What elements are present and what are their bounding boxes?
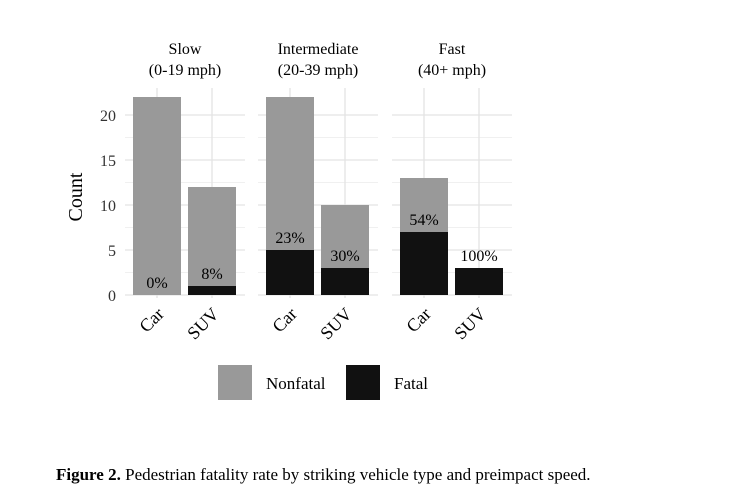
facet-panel-1: Slow (0-19 mph) 0% Car 8% SUV bbox=[125, 41, 245, 343]
percent-label: 23% bbox=[275, 230, 304, 247]
bar-fatal-car bbox=[400, 232, 448, 295]
facet-title-line2: (0-19 mph) bbox=[149, 62, 221, 79]
chart-panels: Slow (0-19 mph) 0% Car 8% SUV Intermediate (20-… bbox=[125, 41, 512, 343]
legend-swatch-fatal bbox=[346, 365, 380, 400]
x-tick-label-suv: SUV bbox=[316, 304, 356, 344]
y-axis: 0 5 10 15 20 bbox=[100, 108, 116, 305]
caption-text: Pedestrian fatality rate by striking veh… bbox=[120, 465, 591, 484]
y-tick-label: 0 bbox=[108, 288, 116, 305]
legend-label-fatal: Fatal bbox=[394, 374, 428, 393]
facet-title-line1: Slow bbox=[169, 41, 202, 58]
facet-panel-2: Intermediate (20-39 mph) 23% Car 30% SUV bbox=[258, 41, 378, 343]
percent-label: 30% bbox=[330, 248, 359, 265]
bar-nonfatal-car bbox=[266, 97, 314, 250]
bar-fatal-suv bbox=[188, 286, 236, 295]
percent-label: 8% bbox=[201, 266, 222, 283]
legend: Nonfatal Fatal bbox=[218, 365, 428, 400]
bar-fatal-car bbox=[266, 250, 314, 295]
caption-label: Figure 2. bbox=[56, 465, 121, 484]
percent-label: 0% bbox=[146, 275, 167, 292]
legend-item-fatal: Fatal bbox=[346, 365, 428, 400]
x-tick-label-car: Car bbox=[135, 304, 168, 337]
y-tick-label: 10 bbox=[100, 198, 116, 215]
bar-fatal-suv bbox=[321, 268, 369, 295]
x-tick-label-car: Car bbox=[402, 304, 435, 337]
percent-label: 54% bbox=[409, 212, 438, 229]
bar-nonfatal-suv bbox=[321, 205, 369, 268]
y-tick-label: 5 bbox=[108, 243, 116, 260]
bar-nonfatal-car bbox=[133, 97, 181, 295]
x-tick-label-suv: SUV bbox=[450, 304, 490, 344]
legend-swatch-nonfatal bbox=[218, 365, 252, 400]
facet-title-line1: Intermediate bbox=[278, 41, 359, 58]
y-axis-label: Count bbox=[65, 172, 87, 221]
facet-title-line2: (40+ mph) bbox=[418, 62, 486, 79]
figure-caption: Figure 2. Pedestrian fatality rate by st… bbox=[56, 465, 746, 485]
legend-label-nonfatal: Nonfatal bbox=[266, 374, 326, 393]
y-tick-label: 20 bbox=[100, 108, 116, 125]
facet-title-line1: Fast bbox=[439, 41, 466, 58]
bar-nonfatal-suv bbox=[188, 187, 236, 286]
bar-nonfatal-car bbox=[400, 178, 448, 232]
x-tick-label-car: Car bbox=[268, 304, 301, 337]
facet-title-line2: (20-39 mph) bbox=[278, 62, 358, 79]
y-tick-label: 15 bbox=[100, 153, 116, 170]
x-tick-label-suv: SUV bbox=[183, 304, 223, 344]
percent-label: 100% bbox=[460, 248, 497, 265]
legend-item-nonfatal: Nonfatal bbox=[218, 365, 326, 400]
bar-fatal-suv bbox=[455, 268, 503, 295]
facet-panel-3: Fast (40+ mph) 54% Car 100% SUV bbox=[392, 41, 512, 343]
